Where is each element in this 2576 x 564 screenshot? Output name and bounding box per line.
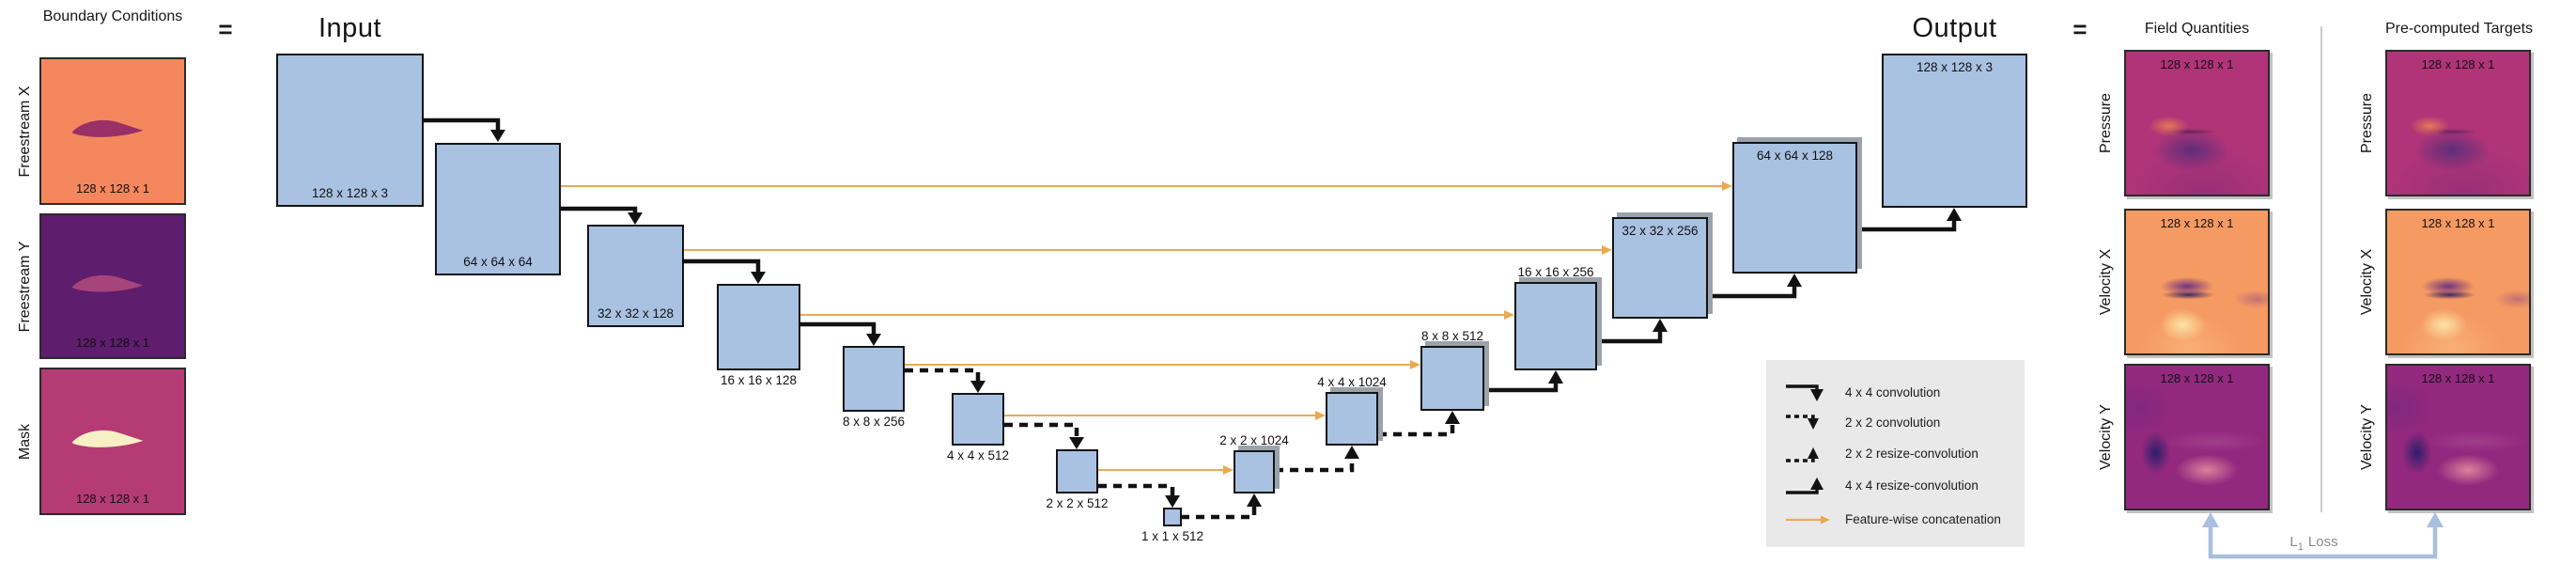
panel-dims-label: 128 x 128 x 1: [2421, 371, 2495, 385]
precomputed-targets-header: Pre-computed Targets: [2384, 21, 2534, 37]
boundary-rotated-label: Freestream Y: [17, 241, 33, 332]
airfoil-shape: [71, 274, 144, 292]
feature-map-box-32x32x256: 32 x 32 x 256: [1612, 217, 1708, 319]
airfoil-shape: [71, 430, 144, 447]
boundary-image-fy: 128 x 128 x 1: [39, 213, 186, 359]
legend-item-label: Feature-wise concatenation: [1845, 512, 2001, 526]
panel-dims-label: 128 x 128 x 1: [2160, 57, 2234, 71]
feature-map-dims-label: 128 x 128 x 3: [311, 186, 389, 200]
feature-map-box-2x2x1024: 2 x 2 x 1024: [1219, 433, 1289, 494]
equals-left: =: [218, 15, 233, 43]
feature-map-box-128x128x3: 128 x 128 x 3: [276, 54, 424, 207]
equals-right: =: [2072, 15, 2087, 43]
feature-map-dims-label: 4 x 4 x 1024: [1317, 375, 1387, 389]
feature-map-box-32x32x128: 32 x 32 x 128: [587, 225, 684, 327]
feature-map-box-64x64x64: 64 x 64 x 64: [435, 143, 561, 275]
field-quantities-header: Field Quantities: [2144, 21, 2250, 37]
feature-map-dims-label: 2 x 2 x 1024: [1219, 433, 1289, 447]
feature-map-dims-label: 2 x 2 x 512: [1046, 496, 1109, 510]
panel-dims-label: 128 x 128 x 1: [75, 336, 150, 350]
target-rotated-label: Pressure: [2359, 92, 2375, 154]
panel-dims-label: 128 x 128 x 1: [75, 181, 150, 196]
legend-item-rconv22: 2 x 2 resize-convolution: [1766, 444, 2025, 466]
field-image-velx: 128 x 128 x 1: [2124, 209, 2270, 355]
conv22-arrow-icon: [1783, 413, 1836, 433]
feature-map-box-4x4x1024: 4 x 4 x 1024: [1317, 375, 1387, 446]
feature-map-box-1x1x512: 1 x 1 x 512: [1141, 508, 1203, 543]
conv-4x4-arrows: [424, 118, 881, 346]
target-image-vely: 128 x 128 x 1: [2385, 364, 2531, 510]
input-title: Input: [318, 13, 381, 43]
legend-item-rconv44: 4 x 4 resize-convolution: [1766, 476, 2025, 498]
feature-map-dims-label: 32 x 32 x 256: [1622, 224, 1699, 238]
rconv44-arrow-icon: [1783, 476, 1836, 496]
boundary-rotated-label: Freestream X: [17, 86, 33, 177]
l1-loss-label: L1 Loss: [2267, 534, 2361, 553]
field-image-pressure: 128 x 128 x 1: [2124, 50, 2270, 196]
airfoil-shape: [71, 119, 144, 137]
rconv22-arrow-icon: [1783, 444, 1836, 464]
field-rotated-label: Velocity X: [2098, 248, 2114, 316]
target-image-velx: 128 x 128 x 1: [2385, 209, 2531, 355]
feature-map-dims-label: 16 x 16 x 128: [720, 373, 798, 387]
l1-loss-subscript: 1: [2297, 541, 2304, 553]
boundary-conditions-header: Boundary Conditions: [42, 8, 183, 24]
feature-map-dims-label: 16 x 16 x 256: [1517, 265, 1594, 279]
panel-dims-label: 128 x 128 x 1: [75, 492, 150, 506]
target-rotated-label: Velocity X: [2359, 248, 2375, 316]
feature-map-dims-label: 8 x 8 x 512: [1420, 329, 1484, 343]
field-rotated-label: Velocity Y: [2098, 404, 2114, 470]
l1-loss-rest: Loss: [2307, 534, 2338, 550]
conv-2x2-arrows: [905, 368, 1180, 508]
l1-loss-base: L: [2289, 534, 2298, 550]
feature-map-dims-label: 32 x 32 x 128: [597, 306, 675, 321]
feature-map-box-16x16x128: 16 x 16 x 128: [717, 284, 800, 387]
column-divider: [2320, 26, 2322, 512]
boundary-rotated-label: Mask: [17, 423, 33, 460]
feature-map-dims-label: 64 x 64 x 64: [463, 255, 533, 269]
boundary-image-mask: 128 x 128 x 1: [39, 368, 186, 515]
resize-conv-4x4-arrows: [1484, 208, 1962, 393]
feature-map-box-64x64x128: 64 x 64 x 128: [1732, 142, 1857, 274]
output-title: Output: [1912, 13, 1997, 43]
legend: 4 x 4 convolution 2 x 2 convolution 2 x 2 …: [1766, 360, 2025, 547]
conv44-arrow-icon: [1783, 383, 1836, 403]
field-image-vely: 128 x 128 x 1: [2124, 364, 2270, 510]
feature-map-box-128x128x3: 128 x 128 x 3: [1882, 54, 2027, 208]
feature-map-box-2x2x512: 2 x 2 x 512: [1046, 449, 1109, 510]
legend-item-conv22: 2 x 2 convolution: [1766, 413, 2025, 435]
legend-item-label: 4 x 4 resize-convolution: [1845, 478, 1979, 493]
legend-item-label: 4 x 4 convolution: [1845, 385, 1941, 400]
panel-dims-label: 128 x 128 x 1: [2160, 371, 2234, 385]
boundary-image-fx: 128 x 128 x 1: [39, 57, 186, 205]
skip-connection-arrows: [561, 181, 1732, 475]
feature-map-box-4x4x512: 4 x 4 x 512: [947, 393, 1009, 462]
resize-conv-2x2-arrows: [1181, 411, 1460, 520]
l1-loss-connector: [2202, 512, 2444, 559]
feature-map-dims-label: 1 x 1 x 512: [1141, 529, 1204, 543]
legend-item-concat: Feature-wise concatenation: [1766, 509, 2025, 532]
target-rotated-label: Velocity Y: [2359, 404, 2375, 470]
panel-dims-label: 128 x 128 x 1: [2421, 57, 2495, 71]
legend-item-label: 2 x 2 resize-convolution: [1845, 446, 1979, 461]
feature-map-box-8x8x512: 8 x 8 x 512: [1420, 329, 1484, 411]
feature-map-dims-label: 128 x 128 x 3: [1916, 60, 1994, 74]
target-image-pressure: 128 x 128 x 1: [2385, 50, 2531, 196]
feature-map-dims-label: 4 x 4 x 512: [946, 448, 1010, 462]
concat-arrow-icon: [1783, 509, 1836, 530]
panel-dims-label: 128 x 128 x 1: [2421, 216, 2495, 230]
feature-map-box-16x16x256: 16 x 16 x 256: [1514, 265, 1597, 370]
legend-item-label: 2 x 2 convolution: [1845, 415, 1941, 430]
feature-map-box-8x8x256: 8 x 8 x 256: [843, 346, 905, 429]
legend-item-conv44: 4 x 4 convolution: [1766, 383, 2025, 405]
feature-map-dims-label: 64 x 64 x 128: [1756, 149, 1834, 163]
feature-map-dims-label: 8 x 8 x 256: [842, 415, 906, 429]
field-rotated-label: Pressure: [2098, 92, 2114, 154]
panel-dims-label: 128 x 128 x 1: [2160, 216, 2234, 230]
